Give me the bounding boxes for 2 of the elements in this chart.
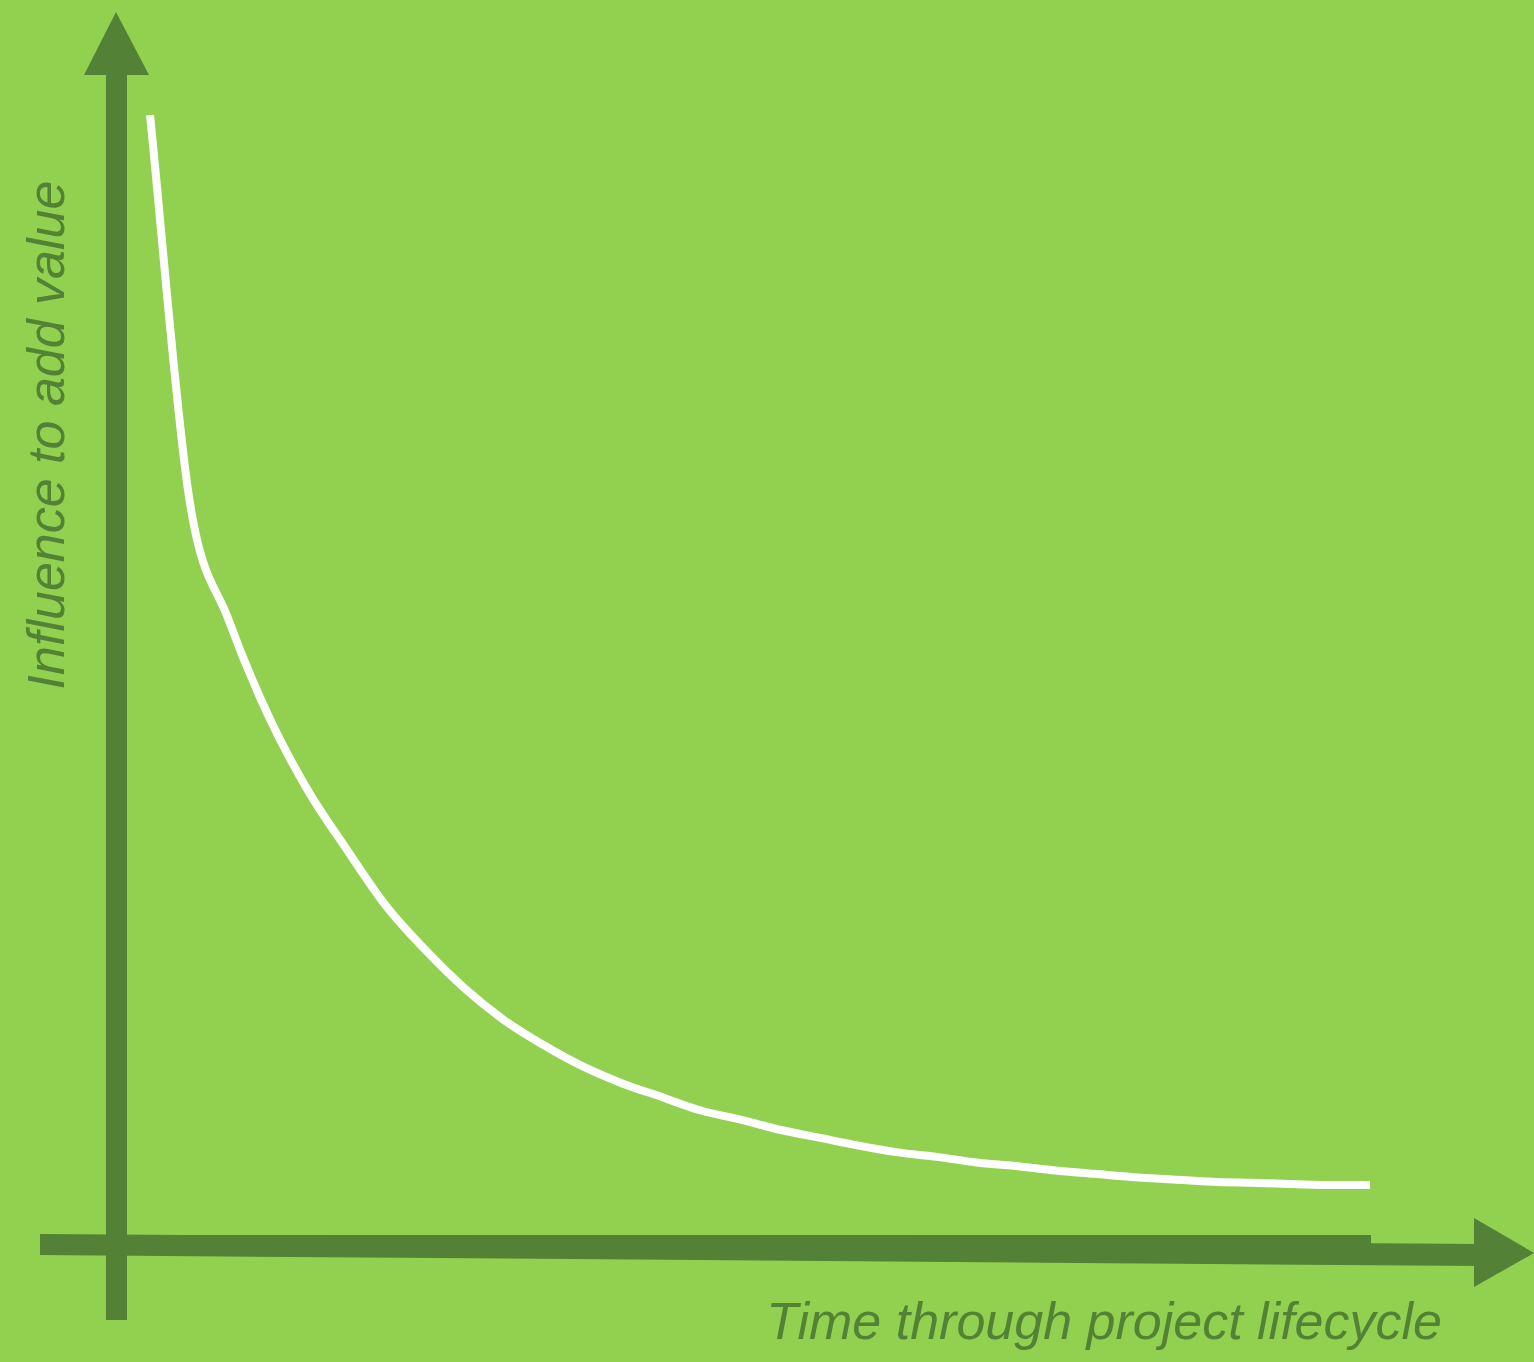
x-axis-title: Time through project lifecycle — [766, 1292, 1442, 1351]
y-axis-title: Influence to add value — [17, 180, 76, 690]
